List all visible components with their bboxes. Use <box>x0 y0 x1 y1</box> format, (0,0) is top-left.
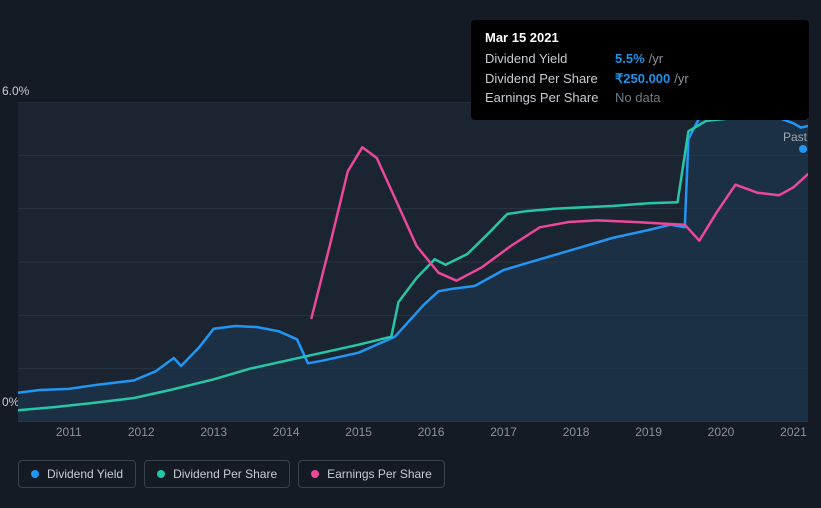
x-tick: 2011 <box>56 425 82 439</box>
tooltip-row-eps: Earnings Per Share No data <box>485 88 795 108</box>
x-axis: 2011 2012 2013 2014 2015 2016 2017 2018 2019 2020… <box>18 425 808 445</box>
tooltip-yield-unit: /yr <box>649 49 663 69</box>
x-tick: 2014 <box>273 425 300 439</box>
x-tick: 2016 <box>418 425 445 439</box>
tooltip-row-yield: Dividend Yield 5.5% /yr <box>485 49 795 69</box>
legend-label: Dividend Per Share <box>173 467 277 481</box>
past-label: Past <box>783 130 807 144</box>
legend-item-yield[interactable]: Dividend Yield <box>18 460 136 488</box>
chart-legend: Dividend Yield Dividend Per Share Earnings… <box>18 460 445 488</box>
x-tick: 2013 <box>200 425 227 439</box>
tooltip-row-dps: Dividend Per Share ₹250.000 /yr <box>485 69 795 89</box>
tooltip-eps-label: Earnings Per Share <box>485 88 615 108</box>
hover-tooltip: Mar 15 2021 Dividend Yield 5.5% /yr Divi… <box>471 20 809 120</box>
tooltip-dps-label: Dividend Per Share <box>485 69 615 89</box>
legend-label: Earnings Per Share <box>327 467 432 481</box>
tooltip-yield-value: 5.5% <box>615 49 645 69</box>
tooltip-date: Mar 15 2021 <box>485 30 795 45</box>
chart-plot-area[interactable] <box>18 102 808 422</box>
x-tick: 2019 <box>635 425 662 439</box>
y-axis-min-label: 0% <box>2 395 19 409</box>
legend-swatch <box>311 470 319 478</box>
y-axis-max-label: 6.0% <box>2 84 29 98</box>
legend-label: Dividend Yield <box>47 467 123 481</box>
tooltip-eps-nodata: No data <box>615 88 661 108</box>
legend-item-dps[interactable]: Dividend Per Share <box>144 460 290 488</box>
x-tick: 2012 <box>128 425 155 439</box>
past-marker-dot <box>799 145 807 153</box>
x-tick: 2015 <box>345 425 372 439</box>
legend-swatch <box>157 470 165 478</box>
x-tick: 2020 <box>708 425 735 439</box>
legend-item-eps[interactable]: Earnings Per Share <box>298 460 445 488</box>
x-tick: 2017 <box>490 425 517 439</box>
x-tick: 2021 <box>780 425 807 439</box>
tooltip-yield-label: Dividend Yield <box>485 49 615 69</box>
chart-svg <box>18 102 808 422</box>
tooltip-dps-value: ₹250.000 <box>615 69 670 89</box>
legend-swatch <box>31 470 39 478</box>
tooltip-dps-unit: /yr <box>674 69 688 89</box>
x-tick: 2018 <box>563 425 590 439</box>
